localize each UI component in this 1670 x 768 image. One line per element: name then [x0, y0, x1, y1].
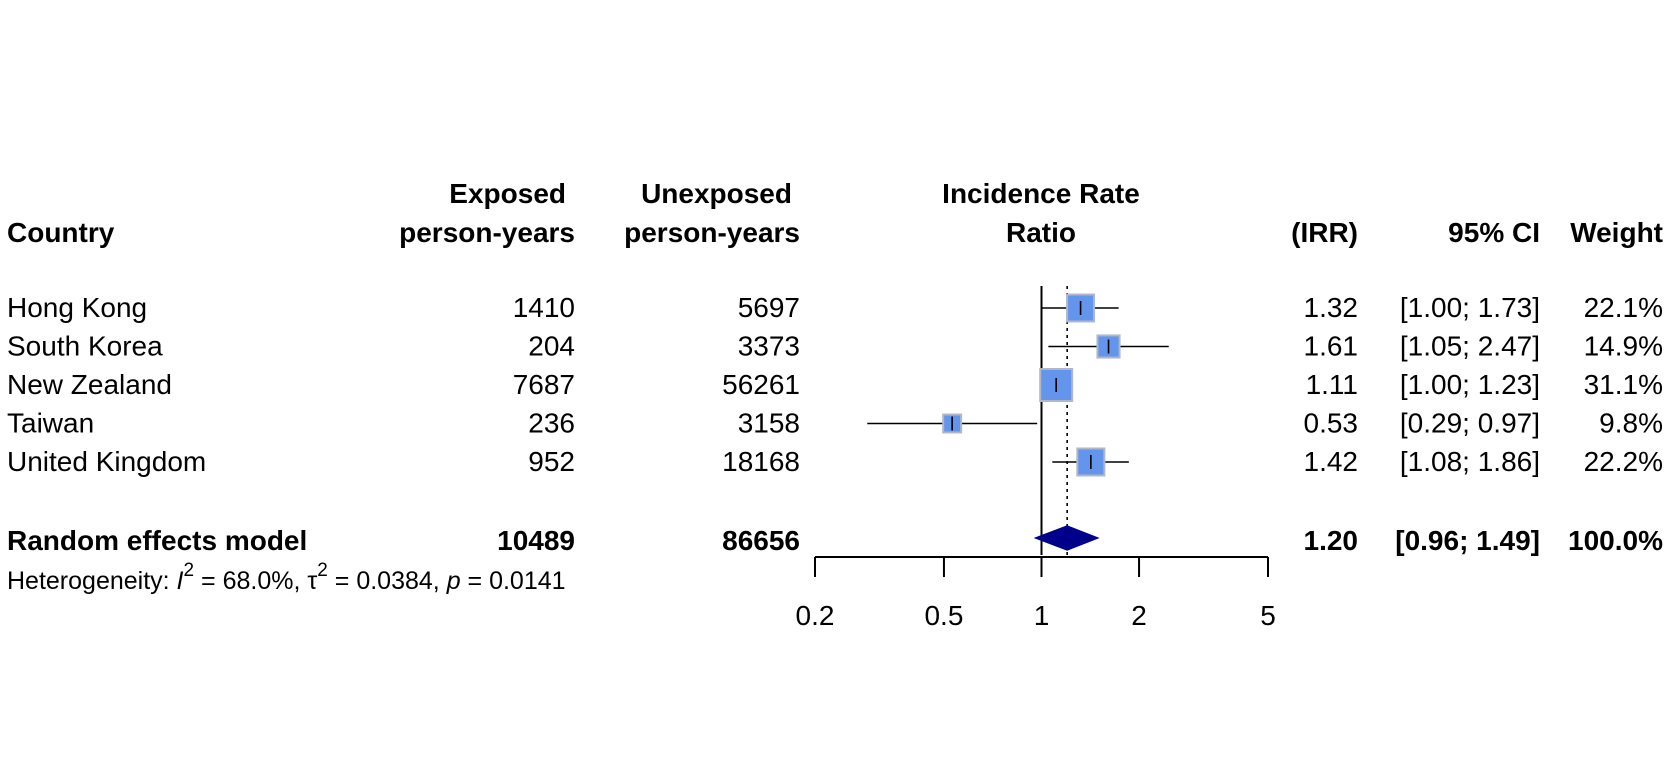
study-weight: 31.1%: [1584, 369, 1663, 400]
study-unexposed: 3373: [738, 331, 800, 362]
plot-marks: [867, 286, 1169, 555]
pooled-exposed: 10489: [497, 525, 575, 556]
header-ci: 95% CI: [1448, 217, 1540, 248]
x-tick-label: 0.2: [796, 600, 835, 631]
study-weight: 9.8%: [1599, 408, 1663, 439]
study-weight: 22.1%: [1584, 292, 1663, 323]
study-unexposed: 18168: [722, 446, 800, 477]
study-ci: [1.05; 2.47]: [1400, 331, 1540, 362]
study-name: South Korea: [7, 331, 163, 362]
study-irr: 1.61: [1304, 331, 1359, 362]
pooled-irr: 1.20: [1304, 525, 1359, 556]
study-ci: [1.00; 1.23]: [1400, 369, 1540, 400]
pooled-name: Random effects model: [7, 525, 307, 556]
het-tau2-sup: 2: [317, 560, 328, 581]
study-exposed: 204: [528, 331, 575, 362]
header-country: Country: [7, 217, 115, 248]
x-tick-label: 0.5: [924, 600, 963, 631]
x-axis: 0.2 0.5 1 2 5: [796, 556, 1276, 631]
pooled-diamond: [1033, 525, 1100, 551]
x-tick-label: 2: [1131, 600, 1147, 631]
study-irr: 0.53: [1304, 408, 1359, 439]
study-exposed: 7687: [513, 369, 575, 400]
het-tau2-value: = 0.0384,: [328, 567, 447, 595]
header-unexposed-line2: person-years: [624, 217, 800, 248]
study-irr: 1.42: [1304, 446, 1359, 477]
het-i2-sup: 2: [184, 560, 195, 581]
study-unexposed: 5697: [738, 292, 800, 323]
het-i2-symbol: I: [177, 567, 184, 595]
het-p-symbol: p: [446, 567, 461, 595]
header-exposed-line1: Exposed: [449, 178, 566, 209]
pooled-ci: [0.96; 1.49]: [1395, 525, 1540, 556]
heterogeneity-text: Heterogeneity: I2 = 68.0%, τ2 = 0.0384, …: [7, 560, 566, 595]
study-ci: [0.29; 0.97]: [1400, 408, 1540, 439]
header-exposed-line2: person-years: [399, 217, 575, 248]
het-tau2-symbol: τ: [307, 567, 317, 595]
study-ci: [1.00; 1.73]: [1400, 292, 1540, 323]
study-unexposed: 56261: [722, 369, 800, 400]
study-name: New Zealand: [7, 369, 172, 400]
header-effect-line2: Ratio: [1006, 217, 1076, 248]
study-ci: [1.08; 1.86]: [1400, 446, 1540, 477]
study-exposed: 236: [528, 408, 575, 439]
study-weight: 14.9%: [1584, 331, 1663, 362]
x-tick-label: 1: [1034, 600, 1050, 631]
pooled-weight: 100.0%: [1568, 525, 1663, 556]
study-weight: 22.2%: [1584, 446, 1663, 477]
study-name: Taiwan: [7, 408, 94, 439]
study-rows: Hong Kong 1410 5697 1.32 [1.00; 1.73] 22.1% So…: [7, 292, 1663, 477]
het-prefix: Heterogeneity:: [7, 567, 177, 595]
study-irr: 1.32: [1304, 292, 1359, 323]
header-irr: (IRR): [1291, 217, 1358, 248]
header-unexposed-line1: Unexposed: [641, 178, 792, 209]
study-exposed: 952: [528, 446, 575, 477]
pooled-unexposed: 86656: [722, 525, 800, 556]
het-i2-value: = 68.0%,: [194, 567, 307, 595]
het-p-value: = 0.0141: [461, 567, 566, 595]
study-name: United Kingdom: [7, 446, 206, 477]
x-tick-label: 5: [1260, 600, 1276, 631]
study-exposed: 1410: [513, 292, 575, 323]
header-effect-line1: Incidence Rate: [942, 178, 1140, 209]
study-name: Hong Kong: [7, 292, 147, 323]
header-weight: Weight: [1570, 217, 1663, 248]
study-irr: 1.11: [1306, 369, 1358, 400]
study-unexposed: 3158: [738, 408, 800, 439]
